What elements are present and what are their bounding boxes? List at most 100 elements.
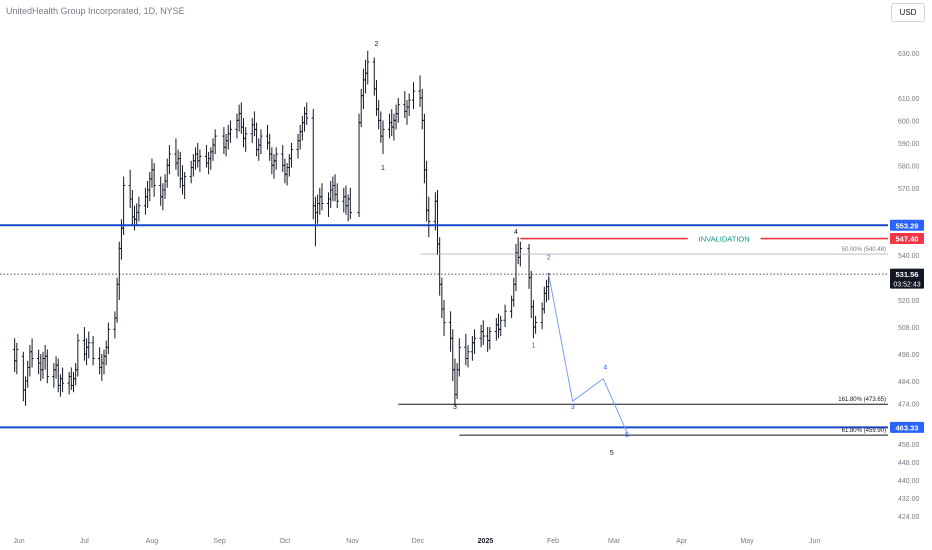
- chart-title: UnitedHealth Group Incorporated, 1D, NYS…: [6, 6, 185, 16]
- price-tick-label: 424.00: [898, 514, 920, 521]
- ohlc-bar: [176, 149, 180, 177]
- ohlc-bar: [547, 273, 551, 301]
- ohlc-bar: [272, 154, 276, 179]
- ohlc-bar: [257, 138, 261, 161]
- ohlc-bar: [56, 358, 60, 393]
- ohlc-bar: [348, 187, 352, 220]
- wave-label: 2: [547, 255, 551, 262]
- ohlc-bar: [74, 363, 78, 386]
- time-axis[interactable]: Jun Jul Aug Sep Oct Nov Dec 2025 Feb Mar Apr May Jun: [13, 538, 820, 545]
- wave-labels: 2 1 3 4 2 1 3 4 5 5: [375, 41, 630, 457]
- ohlc-bar: [137, 196, 141, 222]
- fib-label: 61.80% (459.90): [842, 428, 886, 434]
- ohlc-bar: [387, 113, 392, 139]
- ohlc-bar: [542, 286, 546, 314]
- ohlc-bar: [379, 111, 383, 143]
- ohlc-bar: [302, 106, 307, 132]
- ohlc-bar: [496, 313, 501, 339]
- projection-line: [548, 274, 628, 433]
- fib-label: 161.80% (473.65): [838, 397, 886, 403]
- current-price-badge: 531.56: [896, 270, 919, 279]
- ohlc-bar: [211, 138, 215, 161]
- ohlc-bar: [510, 295, 514, 319]
- ohlc-bar: [26, 360, 30, 388]
- ohlc-bar: [281, 145, 285, 173]
- time-tick-label: Aug: [146, 538, 159, 545]
- ohlc-bar: [494, 318, 498, 341]
- time-tick-label: Sep: [213, 538, 226, 545]
- level-badge: 463.33: [896, 423, 919, 432]
- ohlc-bar: [82, 327, 86, 361]
- ohlc-bar: [486, 327, 490, 352]
- ohlc-bar: [226, 124, 230, 150]
- ohlc-bar: [37, 349, 41, 375]
- ohlc-bar: [237, 104, 241, 132]
- ohlc-bar: [45, 349, 49, 384]
- time-tick-label: Mar: [608, 538, 621, 545]
- ohlc-bar: [180, 165, 185, 195]
- ohlc-bar: [161, 183, 165, 211]
- fib-label: 50.00% (540.48): [842, 247, 886, 253]
- time-tick-label: Jul: [80, 538, 89, 545]
- currency-button[interactable]: USD: [891, 3, 925, 22]
- invalidation-badge: 547.40: [896, 235, 919, 244]
- ohlc-bar: [479, 324, 483, 348]
- ohlc-bar: [326, 192, 331, 217]
- level-badge-bg: [890, 421, 924, 433]
- ohlc-bar: [254, 122, 259, 157]
- time-tick-label: Nov: [346, 538, 359, 545]
- ohlc-bar: [405, 100, 409, 125]
- ohlc-bar: [43, 345, 47, 370]
- projection-path: [548, 274, 628, 433]
- ohlc-bar: [318, 187, 322, 215]
- ohlc-bar: [15, 342, 19, 375]
- ohlc-bar: [407, 93, 411, 116]
- ohlc-bar: [91, 336, 95, 366]
- ohlc-bar: [143, 187, 148, 215]
- wave-label: 5: [610, 450, 614, 457]
- ohlc-bar: [183, 172, 187, 199]
- ohlc-bar: [357, 113, 361, 217]
- ohlc-bar: [425, 160, 429, 222]
- wave-label: 2: [375, 41, 379, 48]
- ohlc-bar: [189, 160, 193, 184]
- ohlc-bar: [165, 158, 169, 188]
- ohlc-bar: [481, 320, 485, 346]
- ohlc-bar: [453, 358, 457, 406]
- wave-label: 3: [571, 404, 575, 411]
- ohlc-bar: [239, 102, 243, 134]
- ohlc-bar: [30, 338, 34, 368]
- ohlc-bar: [117, 241, 121, 301]
- ohlc-bar: [268, 133, 272, 161]
- time-tick-label: 2025: [478, 538, 494, 545]
- ohlc-bar: [39, 354, 43, 381]
- price-tick-label: 580.00: [898, 163, 920, 170]
- ohlc-bar: [196, 142, 200, 168]
- ohlc-bar: [418, 75, 422, 107]
- ohlc-bar: [222, 127, 226, 155]
- ohlc-bar: [289, 142, 294, 168]
- ohlc-bar: [159, 176, 163, 206]
- ohlc-bar: [174, 138, 178, 170]
- ohlc-bar: [390, 109, 394, 137]
- ohlc-bar: [113, 311, 117, 339]
- ohlc-bar: [287, 154, 291, 177]
- price-tick-label: 474.00: [898, 401, 920, 408]
- ohlc-bar: [374, 79, 379, 116]
- ohlc-bar: [529, 270, 533, 319]
- price-tick-label: 520.00: [898, 298, 920, 305]
- ohlc-bar: [135, 203, 139, 226]
- time-tick-label: Dec: [412, 538, 425, 545]
- level-badge: 553.29: [896, 221, 919, 230]
- ohlc-bar: [209, 147, 213, 170]
- price-tick-label: 496.00: [898, 352, 920, 359]
- invalidation-label: INVALIDATION: [699, 235, 750, 244]
- ohlc-bar: [13, 338, 17, 372]
- ohlc-bar: [191, 154, 195, 177]
- ohlc-bar: [60, 367, 65, 393]
- ohlc-bar: [285, 163, 289, 186]
- ohlc-bar: [503, 304, 507, 328]
- ohlc-bar: [213, 129, 217, 155]
- wave-label: 1: [531, 342, 535, 349]
